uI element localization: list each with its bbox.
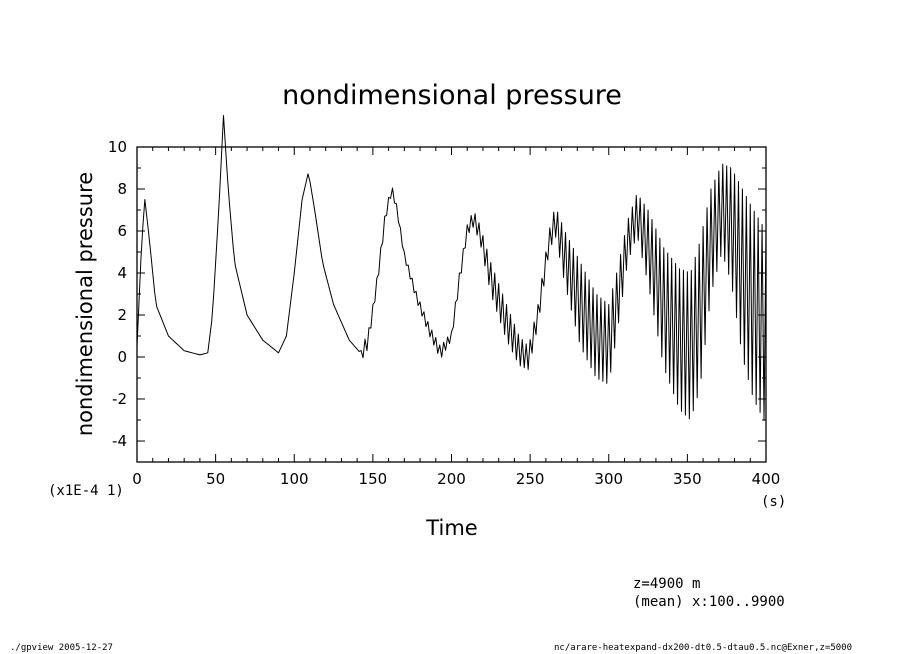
x-axis-label: Time [425, 516, 477, 540]
series-line [136, 115, 767, 421]
x-tick-label: 100 [280, 470, 309, 488]
y-scale-note: (x1E-4 1) [48, 483, 124, 499]
plot-frame [136, 146, 767, 463]
y-tick-label: -4 [112, 432, 127, 450]
y-tick-label: 2 [117, 306, 127, 324]
y-axis-label: nondimensional pressure [73, 172, 97, 436]
y-tick-label: 8 [117, 180, 127, 198]
x-axis: 0 50 100 150 200 250 300 350 400 [132, 147, 780, 488]
y-tick-label: 10 [108, 138, 127, 156]
x-tick-label: 400 [752, 470, 781, 488]
chart-title: nondimensional pressure [282, 80, 622, 111]
footer-left: ./gpview 2005-12-27 [10, 643, 113, 653]
y-tick-label: 4 [117, 264, 127, 282]
x-tick-label: 150 [359, 470, 388, 488]
mean-annotation: (mean) x:100..9900 [633, 594, 785, 610]
x-tick-label: 200 [437, 470, 466, 488]
x-tick-label: 300 [594, 470, 623, 488]
x-tick-label: 250 [516, 470, 545, 488]
x-tick-label: 0 [132, 470, 142, 488]
x-tick-label: 350 [673, 470, 702, 488]
z-level-annotation: z=4900 m [633, 576, 700, 592]
x-unit-label: (s) [761, 494, 786, 510]
x-tick-label: 50 [206, 470, 225, 488]
y-tick-label: 6 [117, 222, 127, 240]
y-tick-label: -2 [112, 390, 127, 408]
y-tick-label: 0 [117, 348, 127, 366]
footer-right: nc/arare-heatexpand-dx200-dt0.5-dtau0.5.… [554, 643, 852, 653]
y-axis: -4 -2 0 2 4 6 8 10 [108, 138, 766, 463]
series-layer [136, 115, 767, 421]
